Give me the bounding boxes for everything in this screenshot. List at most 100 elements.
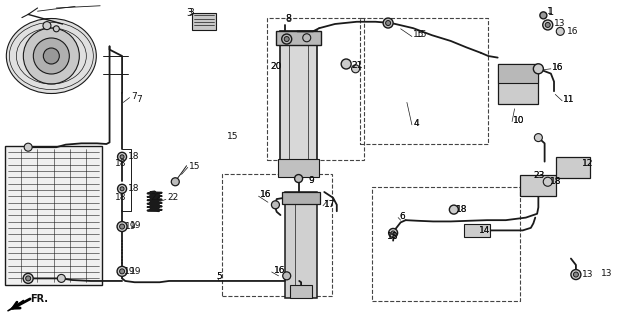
Circle shape [172, 178, 179, 186]
Circle shape [118, 184, 126, 193]
Text: 7: 7 [131, 92, 137, 100]
Circle shape [449, 205, 458, 214]
Circle shape [545, 22, 550, 28]
Bar [372, 187, 520, 301]
Circle shape [43, 22, 51, 30]
Circle shape [284, 36, 289, 42]
Text: 16: 16 [274, 266, 285, 275]
Text: 16: 16 [260, 190, 271, 199]
Circle shape [33, 38, 69, 74]
Text: 18: 18 [550, 177, 561, 186]
Text: 18: 18 [115, 193, 126, 202]
Text: 9: 9 [308, 176, 314, 185]
Bar [267, 18, 364, 160]
Text: 18: 18 [128, 152, 140, 161]
Circle shape [23, 28, 80, 84]
Circle shape [120, 224, 125, 229]
Text: 18: 18 [115, 159, 126, 168]
Text: 23: 23 [533, 171, 545, 180]
Circle shape [352, 65, 359, 73]
Circle shape [117, 266, 127, 276]
Text: 20: 20 [270, 62, 282, 71]
Text: 16: 16 [552, 63, 563, 72]
Text: 5: 5 [216, 272, 222, 281]
Text: 18: 18 [550, 177, 561, 186]
Bar [498, 64, 538, 104]
Text: 18: 18 [456, 205, 467, 214]
Text: 23: 23 [533, 171, 545, 180]
Text: 10: 10 [513, 116, 525, 124]
Bar [192, 13, 216, 30]
Circle shape [58, 275, 65, 283]
Circle shape [540, 12, 547, 19]
Text: 15: 15 [189, 162, 200, 171]
Text: 14: 14 [479, 226, 490, 235]
Circle shape [295, 175, 302, 182]
Text: 15: 15 [416, 30, 428, 39]
Circle shape [283, 272, 290, 280]
Circle shape [118, 152, 126, 161]
Text: 18: 18 [456, 205, 467, 214]
Circle shape [26, 276, 31, 281]
Text: 6: 6 [399, 212, 405, 220]
Text: 6: 6 [399, 212, 405, 220]
Text: 9: 9 [308, 176, 314, 185]
Text: 4: 4 [413, 119, 419, 128]
Text: 1: 1 [548, 7, 554, 17]
Bar [464, 224, 490, 237]
Bar [360, 18, 488, 144]
Circle shape [120, 269, 125, 274]
Circle shape [120, 155, 124, 159]
Circle shape [24, 143, 32, 151]
Text: 16: 16 [260, 190, 271, 199]
Circle shape [282, 34, 292, 44]
Bar [222, 174, 332, 296]
Circle shape [543, 177, 552, 186]
Text: 19: 19 [130, 221, 141, 230]
Bar [5, 146, 102, 285]
Circle shape [53, 26, 59, 32]
Text: 17: 17 [324, 200, 336, 209]
Text: 8: 8 [285, 13, 292, 24]
Bar [276, 31, 321, 45]
Circle shape [303, 34, 310, 42]
Circle shape [43, 48, 59, 64]
Text: FR.: FR. [30, 293, 48, 304]
Bar [520, 175, 556, 196]
Text: 5: 5 [216, 272, 222, 281]
Circle shape [389, 228, 398, 237]
Bar [278, 159, 319, 177]
Bar [280, 31, 317, 177]
Text: 12: 12 [582, 159, 593, 168]
Text: 16: 16 [274, 266, 285, 275]
Bar [282, 192, 320, 204]
Text: 16: 16 [552, 63, 563, 72]
Circle shape [341, 59, 351, 69]
Text: 12: 12 [582, 159, 593, 168]
Circle shape [557, 28, 564, 36]
Circle shape [533, 64, 543, 74]
Circle shape [571, 269, 581, 280]
Bar [285, 192, 317, 298]
Circle shape [386, 20, 391, 26]
Text: 21: 21 [352, 61, 363, 70]
Text: 18: 18 [387, 232, 398, 241]
Text: 4: 4 [413, 119, 419, 128]
Text: 10: 10 [513, 116, 525, 124]
Text: 1: 1 [546, 7, 552, 16]
Text: 22: 22 [150, 193, 162, 202]
Circle shape [535, 134, 542, 141]
Ellipse shape [6, 19, 96, 93]
Text: 19: 19 [124, 267, 135, 276]
Text: 15: 15 [227, 132, 238, 140]
Text: 20: 20 [270, 62, 282, 71]
Text: 17: 17 [324, 200, 336, 209]
Text: 3: 3 [187, 8, 193, 18]
Circle shape [120, 187, 124, 191]
Text: 19: 19 [130, 267, 141, 276]
Text: 22: 22 [168, 193, 179, 202]
Bar [290, 285, 312, 298]
Text: 11: 11 [563, 95, 575, 104]
Text: 8: 8 [285, 14, 291, 23]
Text: 19: 19 [125, 222, 136, 231]
